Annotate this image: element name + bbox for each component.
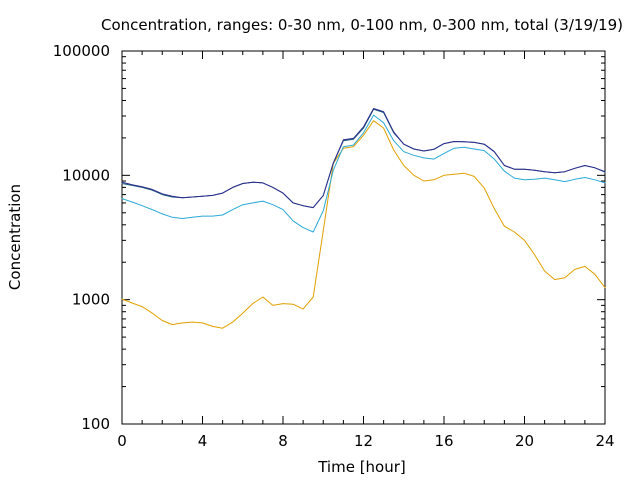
y-tick-label: 100 — [81, 415, 110, 433]
x-tick-label: 0 — [117, 432, 127, 450]
chart-title: Concentration, ranges: 0-30 nm, 0-100 nm… — [101, 16, 623, 34]
x-tick-label: 8 — [278, 432, 288, 450]
plot-area — [121, 50, 606, 425]
x-tick-label: 20 — [515, 432, 534, 450]
y-tick-label: 100000 — [53, 42, 110, 60]
x-tick-label: 12 — [354, 432, 373, 450]
series-line-1 — [121, 120, 606, 329]
y-axis: 100 1000 10000 100000 — [53, 42, 605, 433]
x-tick-label: 16 — [434, 432, 453, 450]
y-tick-label: 1000 — [72, 291, 110, 309]
series-line-4 — [121, 108, 606, 209]
series-layer — [121, 108, 606, 329]
series-line-3 — [121, 108, 606, 209]
plot-border — [121, 50, 606, 425]
x-axis: 0 4 8 12 16 20 24 — [117, 51, 615, 450]
y-tick-label: 10000 — [62, 166, 110, 184]
series-line-2 — [121, 114, 606, 233]
y-axis-label: Concentration — [6, 184, 24, 290]
x-tick-label: 4 — [198, 432, 208, 450]
x-tick-label: 24 — [595, 432, 614, 450]
x-axis-label: Time [hour] — [317, 458, 406, 476]
